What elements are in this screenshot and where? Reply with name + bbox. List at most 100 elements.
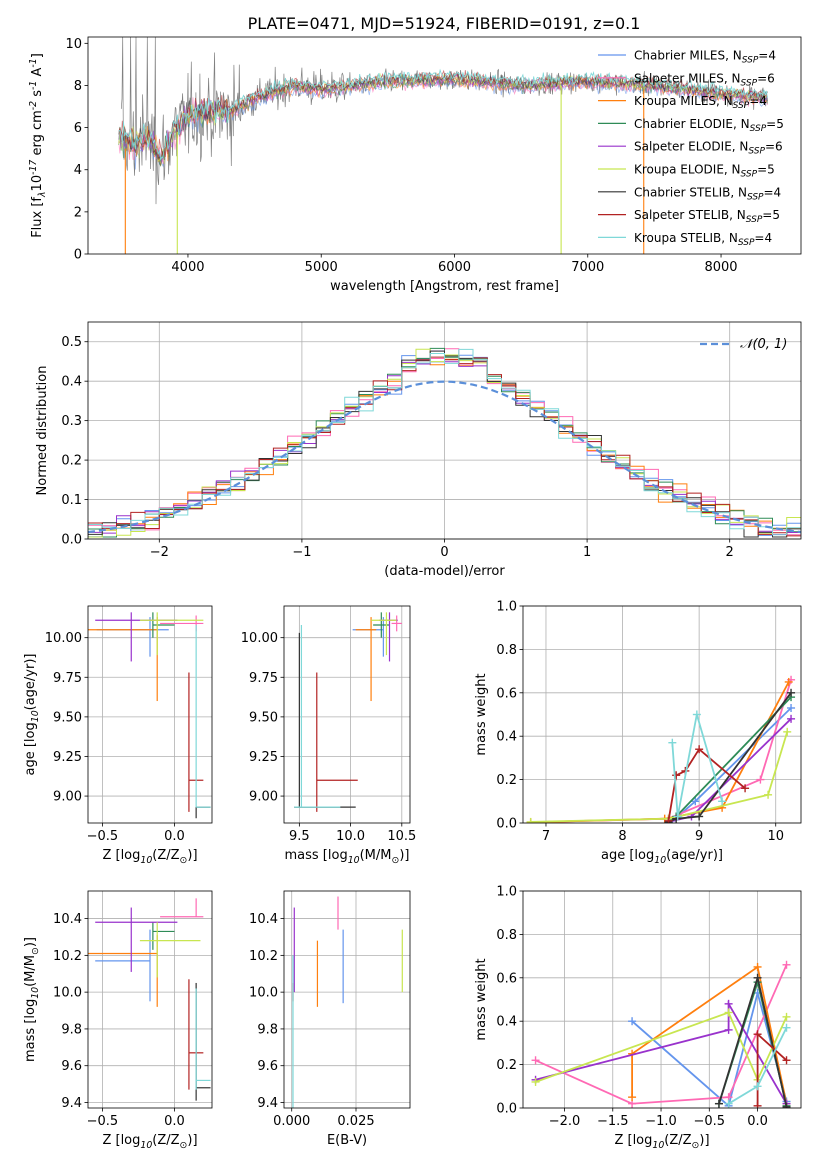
- legend-text: Salpeter ELODIE, N: [634, 140, 748, 154]
- y-axis-label: Normed distribution: [35, 366, 50, 496]
- x-tick-label: 8: [618, 829, 626, 844]
- y-tick-label: 10.2: [249, 949, 278, 964]
- legend-label-kroupa-miles: Kroupa MILES, NSSP=4: [634, 94, 767, 111]
- label-fragment: ⊙: [180, 1140, 188, 1151]
- x-tick-label: −2.0: [549, 1114, 581, 1129]
- y-tick-label: 1.0: [496, 885, 517, 900]
- legend-text: Chabrier ELODIE, N: [634, 117, 750, 131]
- label-fragment: -1: [28, 81, 39, 90]
- y-tick-label: 0.4: [496, 730, 517, 745]
- x-axis-label: Z [log10(Z/Z⊙)]: [102, 1133, 197, 1151]
- axes-frame: [87, 605, 213, 824]
- y-tick-label: 9.8: [257, 1022, 278, 1037]
- x-tick-label: 0.000: [273, 1114, 310, 1129]
- y-tick-label: 0.6: [496, 971, 517, 986]
- legend-value: =4: [754, 231, 772, 245]
- label-fragment: )]: [399, 848, 409, 863]
- label-fragment: )]: [699, 1133, 709, 1148]
- x-tick-label: 9: [695, 829, 703, 844]
- normal-curve: [88, 380, 801, 534]
- label-fragment: 10: [348, 855, 360, 866]
- label-fragment: mass [log: [23, 999, 38, 1062]
- x-axis-label: E(B-V): [327, 1133, 367, 1148]
- legend-subscript: SSP: [748, 147, 765, 157]
- legend-text: Kroupa MILES, N: [634, 94, 733, 108]
- y-tick-label: 10.00: [45, 631, 82, 646]
- y-tick-label: 9.8: [61, 1022, 82, 1037]
- y-tick-label: 2: [74, 205, 82, 220]
- y-tick-label: 0.1: [61, 493, 82, 508]
- x-tick-label: 1: [583, 545, 591, 560]
- y-tick-label: 0.0: [61, 533, 82, 548]
- axes-frame: [283, 605, 411, 824]
- label-fragment: Flux [f: [30, 197, 45, 238]
- legend-label-salpeter-miles: Salpeter MILES, NSSP=6: [634, 71, 775, 88]
- legend-value: =6: [757, 71, 775, 85]
- x-tick-label: −0.5: [87, 1114, 119, 1129]
- legend-label-kroupa-stelib: Kroupa STELIB, NSSP=4: [634, 231, 772, 248]
- errorbar-marks: [294, 612, 402, 812]
- legend-label-chabrier-miles: Chabrier MILES, NSSP=4: [634, 49, 776, 66]
- y-tick-label: 0.2: [496, 773, 517, 788]
- spectrum-model-kroupa-stelib: [118, 68, 768, 162]
- x-tick-label: 4000: [171, 260, 204, 275]
- legend-label-salpeter-elodie: Salpeter ELODIE, NSSP=6: [634, 140, 783, 157]
- axes-frame: [522, 890, 802, 1109]
- legend-label-salpeter-stelib: Salpeter STELIB, NSSP=5: [634, 208, 780, 225]
- x-tick-label: 0.025: [337, 1114, 374, 1129]
- y-tick-label: 4: [74, 163, 82, 178]
- x-tick-label: −1.0: [645, 1114, 677, 1129]
- x-tick-label: −2: [150, 545, 169, 560]
- label-fragment: 10: [30, 710, 41, 722]
- x-tick-label: −1: [292, 545, 311, 560]
- y-tick-label: 0.8: [496, 928, 517, 943]
- legend-value: =4: [749, 94, 767, 108]
- x-tick-label: 0.0: [164, 829, 185, 844]
- label-fragment: (age/yr)]: [23, 654, 38, 711]
- legend-label-kroupa-elodie: Kroupa ELODIE, NSSP=5: [634, 163, 775, 180]
- x-tick-label: −0.5: [694, 1114, 726, 1129]
- mass-vs-metallicity-panel: −0.5 0.09.49.69.810.010.210.4Z [log10(Z/Z…: [23, 890, 213, 1151]
- weight-lines: [526, 675, 796, 823]
- label-fragment: λ: [37, 191, 48, 198]
- legend-value: =6: [765, 140, 783, 154]
- label-fragment: A: [30, 68, 45, 81]
- x-axis-label: mass [log10(M/M⊙)]: [285, 848, 410, 866]
- label-fragment: 10: [652, 1140, 664, 1151]
- legend-text: Salpeter STELIB, N: [634, 208, 746, 222]
- x-tick-label: 9.5: [289, 829, 310, 844]
- legend-subscript: SSP: [742, 56, 759, 66]
- x-tick-label: 6000: [438, 260, 471, 275]
- y-tick-label: 9.75: [249, 671, 278, 686]
- legend-label-normal: 𝒩(0, 1): [740, 337, 787, 352]
- legend-value: =5: [762, 208, 780, 222]
- y-tick-label: 10: [65, 37, 82, 52]
- y-tick-label: 9.50: [53, 710, 82, 725]
- label-fragment: ⊙: [391, 855, 399, 866]
- label-fragment: -2: [28, 101, 39, 110]
- label-fragment: Z [log: [102, 1133, 140, 1148]
- legend-subscript: SSP: [747, 192, 764, 202]
- y-tick-label: 0.3: [61, 414, 82, 429]
- axes-frame: [283, 890, 411, 1109]
- x-tick-label: 10.5: [387, 829, 416, 844]
- y-tick-label: 10.2: [53, 949, 82, 964]
- label-fragment: 10: [654, 855, 666, 866]
- spectrum-panel: 4000 5000 6000 7000 8000 0 2 4 6 8 10 wavelength [A…: [28, 36, 802, 294]
- y-tick-label: 9.4: [61, 1096, 82, 1111]
- label-fragment: mass weight: [474, 673, 489, 755]
- label-fragment: wavelength [Angstrom, rest frame]: [330, 279, 559, 294]
- legend-subscript: SSP: [746, 215, 763, 225]
- weight-lines: [531, 960, 791, 1108]
- y-tick-label: 0.0: [496, 1102, 517, 1117]
- x-tick-label: 10.0: [336, 829, 365, 844]
- y-tick-label: 9.25: [53, 750, 82, 765]
- x-tick-label: 0: [440, 545, 448, 560]
- legend-subscript: SSP: [741, 78, 758, 88]
- x-tick-label: 7: [542, 829, 550, 844]
- x-axis-label: wavelength [Angstrom, rest frame]: [330, 279, 559, 294]
- legend-value: =4: [764, 185, 782, 199]
- x-tick-label: 7000: [571, 260, 604, 275]
- y-tick-label: 0.8: [496, 643, 517, 658]
